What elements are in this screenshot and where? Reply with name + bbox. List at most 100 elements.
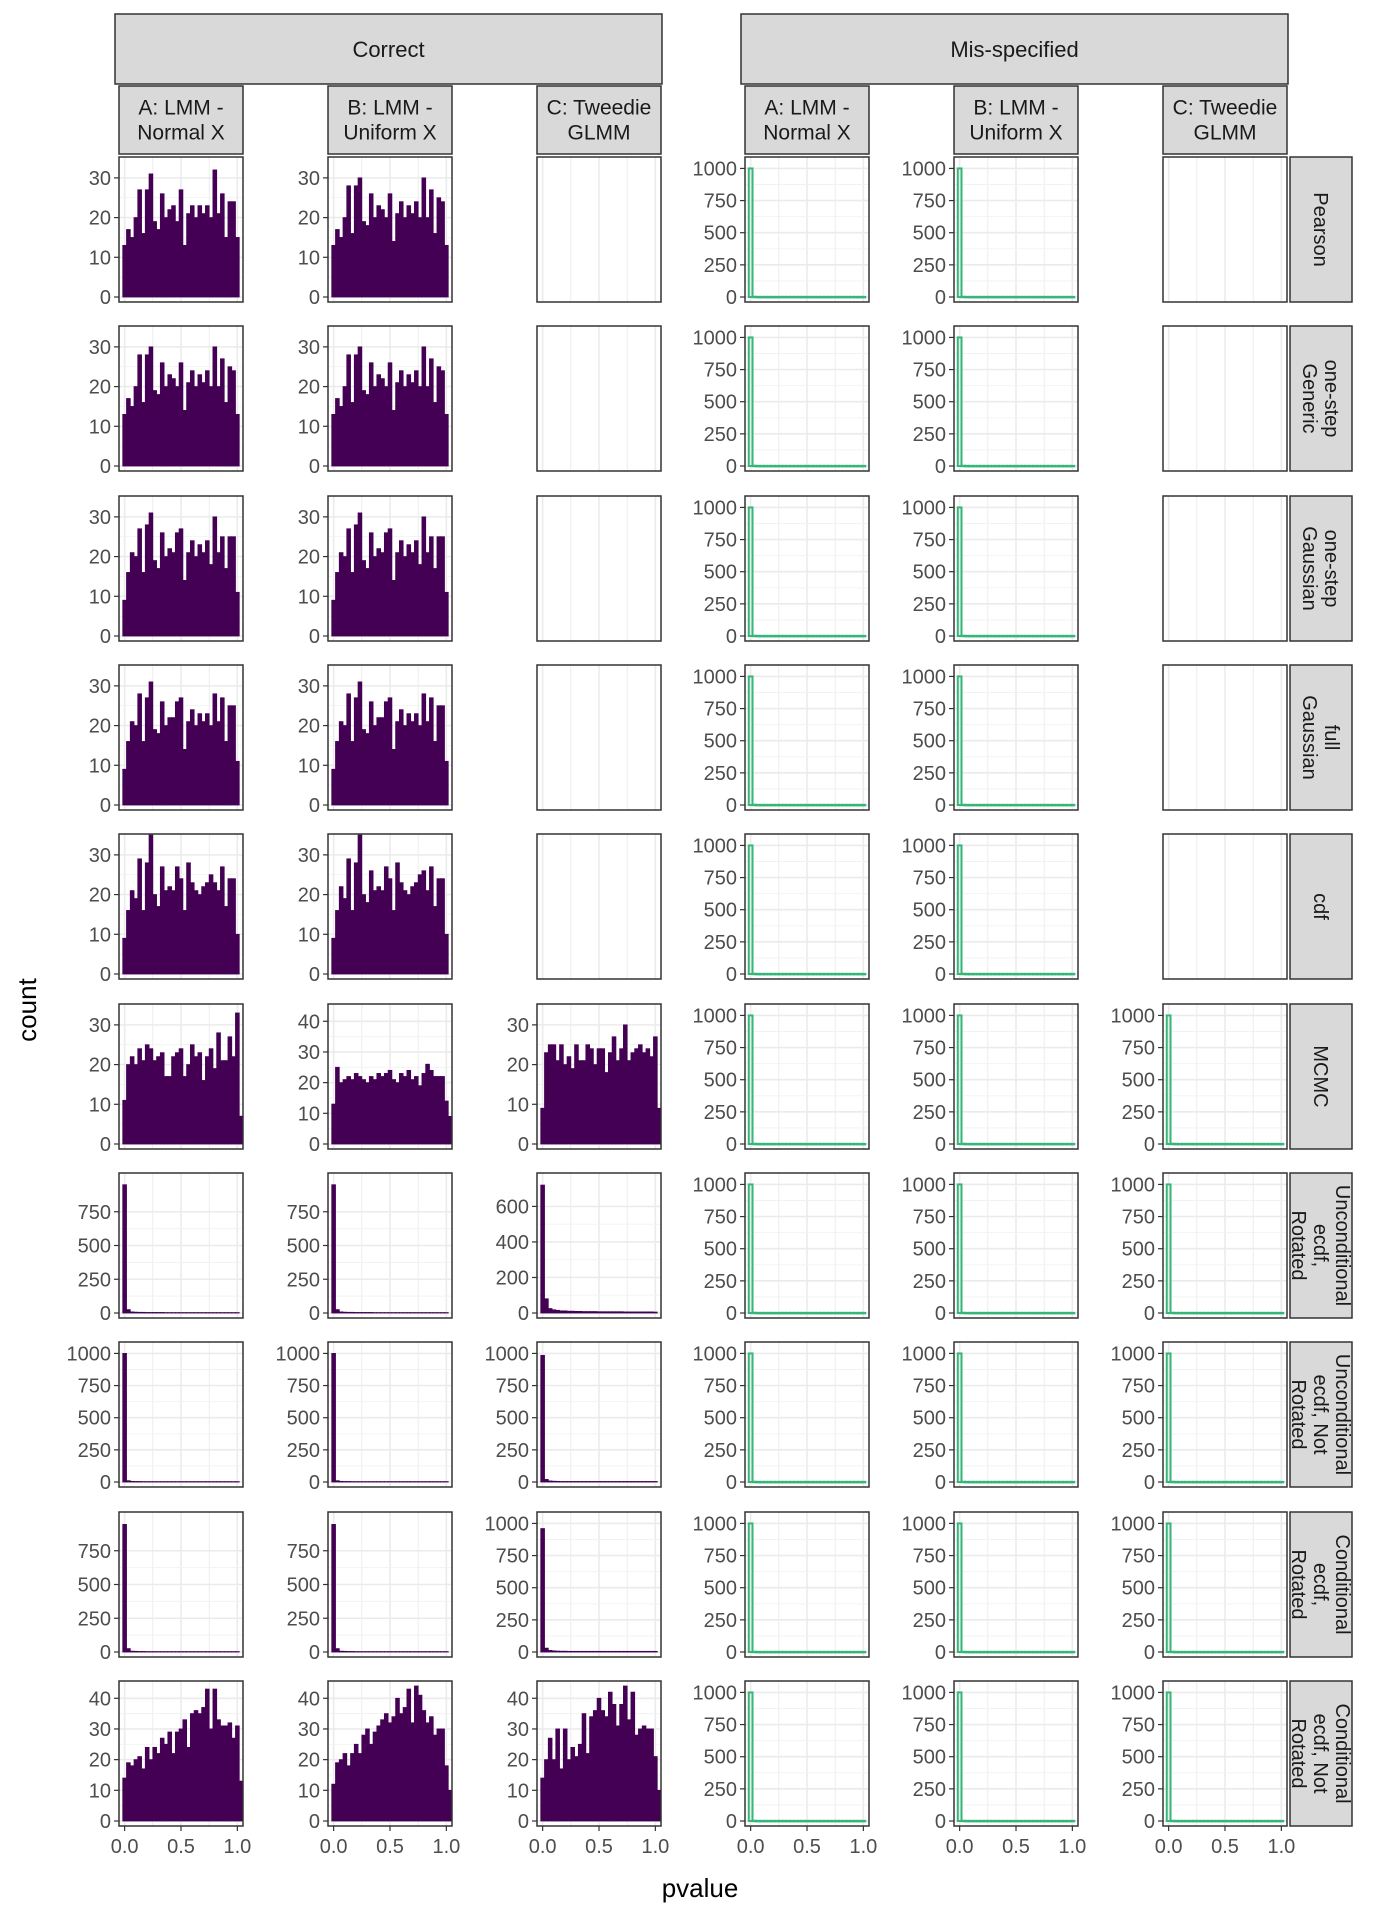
y-tick-label: 20 <box>507 1750 529 1772</box>
histogram-bar <box>338 1759 344 1822</box>
histogram-bar <box>380 1719 385 1822</box>
histogram-bar <box>126 1762 131 1822</box>
y-tick-label: 30 <box>298 507 320 529</box>
y-tick-label: 0 <box>100 1303 111 1325</box>
histogram-bar <box>436 1728 442 1822</box>
histogram-bar <box>197 544 203 637</box>
y-tick-label: 1000 <box>693 1343 738 1365</box>
histogram-bar <box>137 354 142 467</box>
histogram-bar <box>368 1743 374 1822</box>
y-tick-label: 250 <box>913 932 946 954</box>
histogram-bar <box>383 1073 389 1145</box>
y-tick-label: 0 <box>309 456 320 478</box>
facet-row-strip <box>1289 664 1353 811</box>
y-tick-label: 0 <box>100 456 111 478</box>
histogram-bar <box>747 1183 754 1315</box>
histogram-bar <box>357 681 363 806</box>
histogram-bar <box>338 886 344 975</box>
y-tick-label: 40 <box>507 1688 529 1710</box>
histogram-bar <box>630 1650 636 1653</box>
histogram-bar <box>570 1746 575 1822</box>
facet-group-strip <box>740 13 1289 85</box>
histogram-bar <box>421 870 427 975</box>
histogram-bar <box>406 205 412 298</box>
y-tick-label: 1000 <box>902 1343 947 1365</box>
histogram-bar <box>1069 464 1076 468</box>
facet-row-label: Conditionalecdf,Rotated <box>1287 1534 1353 1634</box>
y-tick-label: 1000 <box>693 835 738 857</box>
histogram-bar <box>436 366 442 467</box>
histogram-bar <box>167 548 173 637</box>
histogram-bar <box>577 1060 583 1145</box>
histogram-bar <box>361 1734 366 1822</box>
histogram-panel: 0 250 500 750 1000 <box>1111 1511 1288 1664</box>
histogram-bar <box>570 1481 575 1483</box>
histogram-bar <box>144 1746 150 1822</box>
histogram-bar <box>611 1311 617 1314</box>
histogram-bar <box>444 244 449 298</box>
y-tick-label: 500 <box>287 1575 320 1597</box>
y-tick-label: 250 <box>913 763 946 785</box>
facet-column-label: B: LMM -Uniform X <box>343 97 436 145</box>
histogram-bar <box>133 1311 139 1314</box>
y-tick-label: 1000 <box>902 1174 947 1196</box>
histogram-bar <box>619 1650 624 1653</box>
histogram-bar <box>129 1480 135 1483</box>
histogram-bar <box>122 937 127 975</box>
histogram-bar <box>376 886 382 975</box>
histogram-bar <box>223 237 229 298</box>
histogram-bar <box>611 1481 617 1483</box>
histogram-bar <box>122 768 127 806</box>
histogram-panel: 0 250 500 750 1000 <box>276 1341 453 1494</box>
histogram-bar <box>619 1048 624 1145</box>
y-tick-label: 20 <box>89 547 111 569</box>
y-tick-label: 0 <box>726 1642 737 1664</box>
histogram-bar <box>406 1688 412 1822</box>
histogram-bar <box>425 1722 430 1822</box>
histogram-bar <box>387 193 393 298</box>
y-tick-label: 250 <box>913 1440 946 1462</box>
y-tick-label: 250 <box>913 255 946 277</box>
histogram-bar <box>133 556 139 637</box>
histogram-bar <box>353 354 359 467</box>
histogram-bar <box>350 910 355 975</box>
histogram-bar <box>585 1481 591 1483</box>
facet-row-strip <box>1289 833 1353 980</box>
histogram-bar <box>544 1052 549 1145</box>
y-tick-label: 0 <box>935 795 946 817</box>
histogram-panel: 0 10 20 30 <box>89 325 244 478</box>
histogram-bar <box>212 346 218 467</box>
y-tick-label: 250 <box>1122 1271 1155 1293</box>
histogram-bar <box>570 1310 575 1314</box>
y-tick-label: 30 <box>298 168 320 190</box>
histogram-bar <box>626 1650 632 1653</box>
y-tick-label: 0 <box>309 287 320 309</box>
histogram-panel: 0 250 500 750 1000 <box>693 833 870 986</box>
histogram-bar <box>342 1079 348 1145</box>
histogram-bar <box>402 556 408 637</box>
y-tick-label: 750 <box>704 1546 737 1568</box>
y-tick-label: 750 <box>913 868 946 890</box>
histogram-panel: 0 250 500 750 1000 <box>902 1172 1079 1325</box>
histogram-bar <box>398 201 404 298</box>
y-tick-label: 0 <box>935 1134 946 1156</box>
y-tick-label: 0 <box>309 795 320 817</box>
histogram-panel: 0 10 20 30 <box>298 495 453 648</box>
x-tick-label: 1.0 <box>1267 1836 1295 1858</box>
y-tick-label: 20 <box>298 208 320 230</box>
histogram-bar <box>126 1064 131 1145</box>
histogram-bar <box>350 741 355 806</box>
histogram-panel: 0 250 500 750 1000 <box>693 1003 870 1156</box>
histogram-bar <box>353 185 359 298</box>
histogram-bar <box>626 1481 632 1483</box>
histogram-bar <box>350 233 355 298</box>
histogram-bar <box>156 1056 161 1145</box>
histogram-panel: 0 250 500 750 1000 <box>693 1341 870 1494</box>
histogram-bar <box>380 378 385 467</box>
y-tick-label: 750 <box>287 1376 320 1398</box>
histogram-bar <box>551 1650 557 1653</box>
histogram-bar <box>607 1691 613 1822</box>
histogram-bar <box>956 1014 963 1146</box>
histogram-bar <box>395 1697 400 1822</box>
histogram-bar <box>440 878 445 975</box>
